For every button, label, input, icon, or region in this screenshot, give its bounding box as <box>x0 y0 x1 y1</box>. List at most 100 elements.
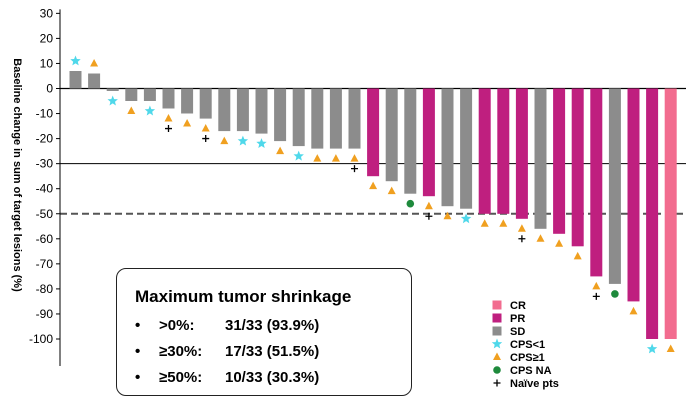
marker-star <box>293 150 304 161</box>
y-tick-label: -80 <box>36 282 54 296</box>
legend-label: Naïve pts <box>510 378 559 390</box>
marker-star <box>107 95 118 106</box>
bar-sd <box>162 88 175 109</box>
marker-star <box>460 213 472 224</box>
marker-star <box>237 135 249 146</box>
bar-sd <box>236 88 249 132</box>
bar-sd <box>404 88 417 194</box>
bar-sd <box>143 88 156 101</box>
legend-symbol-plus <box>493 379 501 387</box>
legend-symbol-square <box>492 313 502 323</box>
legend-label: CPS NA <box>510 365 552 377</box>
y-axis-label: Baseline change in sum of target lesions… <box>11 58 23 292</box>
marker-triangle <box>164 114 173 122</box>
bar-sd <box>534 88 547 229</box>
bar-sd <box>460 88 473 209</box>
marker-triangle <box>331 154 340 162</box>
bar-sd <box>218 88 231 132</box>
summary-row-label: ≥50%: <box>159 368 203 386</box>
marker-naive-plus <box>351 165 358 173</box>
legend-label: SD <box>510 326 525 338</box>
marker-triangle <box>183 119 192 127</box>
y-tick-label: 30 <box>40 6 54 20</box>
bar-sd <box>181 88 194 114</box>
bar-sd <box>385 88 398 182</box>
marker-triangle <box>517 224 526 232</box>
bar-sd <box>274 88 287 142</box>
marker-triangle <box>387 186 396 195</box>
bar-pr <box>590 88 603 277</box>
bar-sd <box>199 88 212 119</box>
marker-triangle <box>350 154 359 162</box>
marker-triangle <box>220 136 229 145</box>
summary-title: Maximum tumor shrinkage <box>135 287 352 306</box>
bar-sd <box>311 88 324 149</box>
y-tick-label: -30 <box>36 157 54 171</box>
y-tick-label: -70 <box>36 257 54 271</box>
summary-bullet: • <box>135 316 141 334</box>
bar-pr <box>627 88 640 302</box>
bar-sd <box>255 88 268 134</box>
bar-pr <box>571 88 584 247</box>
marker-naive-plus <box>202 135 210 143</box>
marker-triangle <box>573 251 582 260</box>
y-tick-label: -50 <box>36 207 54 221</box>
summary-row: • ≥50%: 10/33 (30.3%) <box>135 364 411 390</box>
marker-triangle <box>90 58 99 67</box>
marker-naive-plus <box>518 235 526 243</box>
legend-symbol-square <box>492 300 502 310</box>
marker-triangle <box>127 106 136 115</box>
bar-pr <box>367 88 380 177</box>
bar-sd <box>441 88 454 207</box>
y-tick-label: -10 <box>36 107 54 121</box>
marker-naive-plus <box>592 292 600 300</box>
bar-sd <box>106 88 119 91</box>
marker-star <box>646 343 658 354</box>
marker-circle <box>611 290 619 298</box>
bar-pr <box>646 88 659 339</box>
marker-triangle <box>201 124 210 132</box>
bar-sd <box>348 88 361 149</box>
marker-naive-plus <box>165 125 172 133</box>
marker-triangle <box>424 201 433 210</box>
bar-cr <box>664 88 677 339</box>
marker-star <box>144 105 156 116</box>
y-tick-label: -20 <box>36 132 54 146</box>
y-tick-label: 20 <box>40 31 54 45</box>
legend-symbol-square <box>492 326 502 336</box>
marker-triangle <box>666 344 675 352</box>
summary-row-label: ≥30%: <box>159 342 203 360</box>
y-tick-label: -40 <box>36 182 54 196</box>
bar-pr <box>422 88 435 197</box>
bar-sd <box>125 88 138 101</box>
marker-triangle <box>629 306 638 315</box>
bar-pr <box>478 88 491 214</box>
bar-pr <box>553 88 566 234</box>
legend-label: PR <box>510 313 525 325</box>
marker-circle <box>406 199 415 208</box>
summary-bullet: • <box>135 368 141 386</box>
y-tick-label: -100 <box>29 332 53 346</box>
marker-triangle <box>536 234 545 242</box>
summary-row-label: >0%: <box>159 316 195 334</box>
shrinkage-summary-box: Maximum tumor shrinkage • >0%: 31/33 (93… <box>116 268 412 396</box>
summary-row: • >0%: 31/33 (93.9%) <box>135 312 411 338</box>
y-tick-label: -60 <box>36 232 54 246</box>
legend-symbol-star <box>491 338 503 349</box>
marker-triangle <box>443 211 452 220</box>
marker-triangle <box>499 219 508 227</box>
legend-symbol-triangle <box>493 352 501 360</box>
marker-triangle <box>276 146 285 155</box>
summary-row-value: 10/33 (30.3%) <box>225 368 320 386</box>
marker-star <box>256 138 267 148</box>
y-tick-label: 10 <box>40 56 54 70</box>
marker-star <box>70 55 81 66</box>
bar-sd <box>292 88 305 147</box>
legend-label: CPS<1 <box>510 339 545 351</box>
y-tick-label: 0 <box>46 82 53 96</box>
y-tick-label: -90 <box>36 307 54 321</box>
marker-triangle <box>480 219 489 227</box>
bar-pr <box>515 88 528 219</box>
bar-sd <box>329 88 342 149</box>
